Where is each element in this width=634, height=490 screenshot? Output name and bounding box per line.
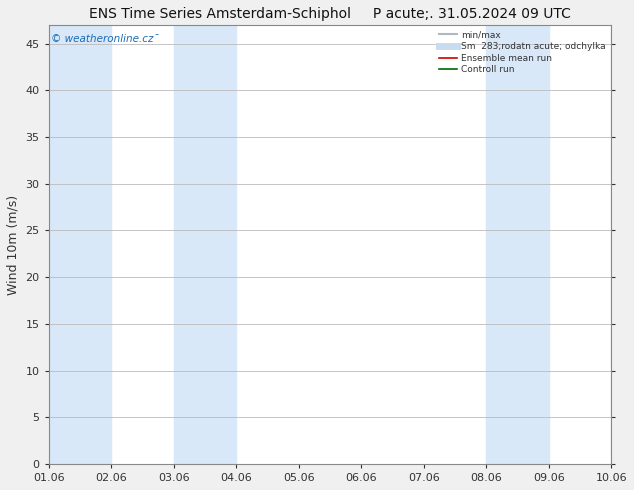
Bar bbox=[611, 25, 634, 464]
Legend: min/max, Sm  283;rodatn acute; odchylka, Ensemble mean run, Controll run: min/max, Sm 283;rodatn acute; odchylka, … bbox=[435, 26, 609, 78]
Bar bbox=[174, 25, 236, 464]
Title: ENS Time Series Amsterdam-Schiphol     P acute;. 31.05.2024 09 UTC: ENS Time Series Amsterdam-Schiphol P acu… bbox=[89, 7, 571, 21]
Bar bbox=[49, 25, 111, 464]
Y-axis label: Wind 10m (m/s): Wind 10m (m/s) bbox=[7, 195, 20, 294]
Text: © weatheronline.czˉ: © weatheronline.czˉ bbox=[51, 34, 159, 44]
Bar bbox=[486, 25, 549, 464]
